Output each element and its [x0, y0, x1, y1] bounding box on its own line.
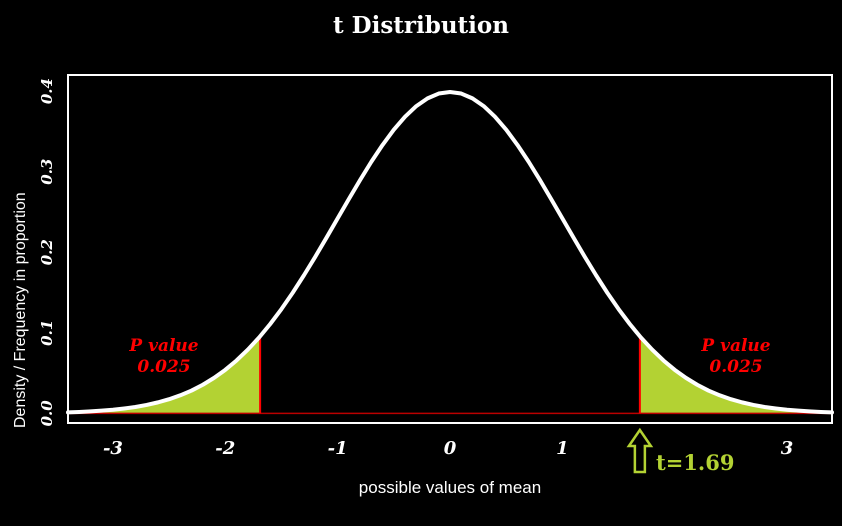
plot-frame: [67, 74, 833, 424]
x-axis-label: possible values of mean: [358, 478, 542, 497]
chart-title: t Distribution: [333, 12, 509, 39]
p-value-text: P value: [129, 336, 199, 356]
critical-value-arrow-icon: [626, 427, 654, 474]
x-tick-label: 1: [556, 438, 569, 459]
p-value-number: 0.025: [137, 357, 191, 377]
p-value-label-right: P value 0.025: [671, 336, 801, 378]
p-value-label-left: P value 0.025: [99, 336, 229, 378]
x-tick-label: 0: [444, 438, 457, 459]
x-tick-label: -3: [103, 438, 123, 459]
p-value-text: P value: [701, 336, 771, 356]
density-curve: [66, 89, 834, 415]
x-tick-label: -2: [215, 438, 235, 459]
p-value-number: 0.025: [709, 357, 763, 377]
y-tick-label: 0.4: [38, 78, 56, 104]
right-tail-fill: [639, 336, 832, 414]
y-tick-label: 0.3: [38, 159, 56, 185]
y-tick-label: 0.2: [38, 239, 56, 265]
y-tick-label: 0.1: [38, 320, 56, 346]
critical-value-label: t=1.69: [656, 450, 735, 475]
left-tail-fill: [68, 336, 261, 414]
y-tick-label: 0.0: [38, 400, 56, 427]
x-tick-label: 3: [781, 438, 794, 459]
x-tick-label: -1: [328, 438, 348, 459]
